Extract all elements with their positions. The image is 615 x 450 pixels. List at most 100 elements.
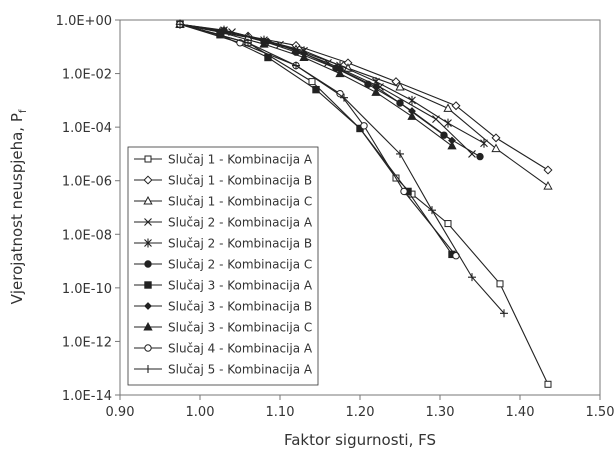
- legend-label: Slučaj 3 - Kombinacija A: [168, 279, 313, 293]
- y-axis-title-main: Vjerojatnost neuspjeha, P: [8, 113, 26, 304]
- legend-label: Slučaj 2 - Kombinacija A: [168, 216, 313, 230]
- x-tick-label: 1.00: [186, 405, 215, 420]
- series-line: [179, 23, 453, 147]
- series-line: [179, 23, 485, 144]
- x-axis-title: Faktor sigurnosti, FS: [284, 431, 436, 449]
- data-point: [312, 85, 320, 94]
- legend-marker: [143, 175, 153, 185]
- series-5: [176, 19, 488, 148]
- data-point: [428, 206, 436, 215]
- data-point: [447, 140, 457, 150]
- legend-box: [127, 146, 319, 386]
- x-tick-label: 1.30: [426, 405, 455, 420]
- series-line: [179, 23, 505, 314]
- legend-marker: [144, 238, 152, 248]
- legend-entry: Slučaj 1 - Kombinacija A: [134, 153, 313, 167]
- data-point: [444, 220, 452, 228]
- data-point: [491, 133, 501, 143]
- y-tick-label: 1.0E+00: [56, 14, 112, 29]
- data-point: [308, 78, 316, 86]
- legend-label: Slučaj 3 - Kombinacija B: [168, 300, 312, 314]
- data-point: [544, 380, 552, 388]
- data-point: [264, 37, 272, 46]
- data-point: [500, 309, 508, 318]
- legend-marker: [144, 365, 152, 373]
- x-tick-label: 1.10: [266, 405, 295, 420]
- legend-entry: Slučaj 2 - Kombinacija C: [134, 258, 312, 272]
- legend-label: Slučaj 1 - Kombinacija B: [168, 174, 312, 188]
- legend-entry: Slučaj 5 - Kombinacija A: [134, 363, 313, 377]
- x-tick-label: 0.90: [106, 405, 135, 420]
- data-point: [543, 181, 553, 190]
- series-line: [179, 23, 453, 141]
- x-axis: 0.90 1.00 1.10 1.20 1.30 1.40 1.50: [106, 395, 615, 420]
- y-tick-label: 1.0E-12: [62, 335, 112, 350]
- y-axis-title: Vjerojatnost neuspjeha, Pf: [8, 109, 29, 304]
- data-point: [259, 39, 269, 48]
- series-4: [176, 20, 476, 158]
- y-tick-label: 1.0E-06: [62, 175, 112, 190]
- y-axis: 1.0E+00 1.0E-02 1.0E-04 1.0E-06 1.0E-08 1.0E-…: [56, 14, 120, 404]
- data-point: [335, 68, 345, 78]
- legend-entry: Slučaj 2 - Kombinacija B: [134, 237, 312, 251]
- data-point: [476, 152, 484, 161]
- legend-marker: [144, 218, 152, 226]
- data-point: [299, 52, 309, 61]
- data-point: [407, 111, 417, 120]
- data-point: [443, 103, 453, 112]
- data-point: [451, 101, 461, 111]
- legend-label: Slučaj 2 - Kombinacija B: [168, 237, 312, 251]
- legend-marker: [144, 155, 152, 163]
- legend-marker: [144, 302, 152, 310]
- series-11: [176, 20, 508, 318]
- data-point: [336, 89, 344, 98]
- data-point: [400, 187, 408, 196]
- legend-entry: Slučaj 1 - Kombinacija C: [134, 195, 312, 209]
- series-line: [179, 23, 473, 155]
- series-line: [179, 23, 481, 158]
- data-point: [408, 95, 416, 105]
- legend-label: Slučaj 5 - Kombinacija A: [168, 363, 313, 377]
- series-layer: [175, 19, 553, 388]
- data-point: [468, 150, 476, 158]
- legend-entry: Slučaj 4 - Kombinacija A: [134, 342, 313, 356]
- legend: Slučaj 1 - Kombinacija A Slučaj 1 - Kombi…: [127, 146, 319, 386]
- data-point: [480, 138, 488, 148]
- series-9: [175, 19, 457, 150]
- legend-label: Slučaj 1 - Kombinacija A: [168, 153, 313, 167]
- data-point: [468, 273, 476, 282]
- data-point: [444, 118, 452, 128]
- legend-label: Slučaj 3 - Kombinacija C: [168, 321, 312, 335]
- data-point: [371, 87, 381, 96]
- y-axis-title-subscript: f: [18, 109, 29, 113]
- legend-entry: Slučaj 1 - Kombinacija B: [134, 174, 312, 188]
- data-point: [360, 122, 368, 130]
- legend-entry: Slučaj 3 - Kombinacija B: [134, 300, 312, 314]
- legend-entry: Slučaj 3 - Kombinacija C: [134, 321, 312, 335]
- legend-marker: [144, 260, 152, 268]
- x-tick-label: 1.50: [586, 405, 615, 420]
- legend-entry: Slučaj 2 - Kombinacija A: [134, 216, 313, 230]
- data-point: [220, 26, 228, 35]
- data-point: [543, 165, 553, 175]
- data-point: [491, 143, 501, 153]
- x-tick-label: 1.40: [506, 405, 535, 420]
- series-8: [176, 20, 456, 145]
- legend-label: Slučaj 2 - Kombinacija C: [168, 258, 312, 272]
- legend-marker: [143, 195, 153, 205]
- data-point: [292, 61, 300, 70]
- data-point: [396, 149, 404, 158]
- y-tick-label: 1.0E-04: [62, 121, 112, 136]
- legend-label: Slučaj 4 - Kombinacija A: [168, 342, 313, 356]
- legend-marker: [144, 281, 152, 289]
- data-point: [244, 38, 252, 47]
- data-point: [340, 93, 348, 102]
- y-tick-label: 1.0E-14: [62, 389, 112, 404]
- data-point: [496, 280, 504, 288]
- data-point: [395, 81, 405, 91]
- x-tick-label: 1.20: [346, 405, 375, 420]
- y-tick-label: 1.0E-10: [62, 282, 112, 297]
- y-tick-label: 1.0E-08: [62, 228, 112, 243]
- legend-marker: [144, 344, 152, 352]
